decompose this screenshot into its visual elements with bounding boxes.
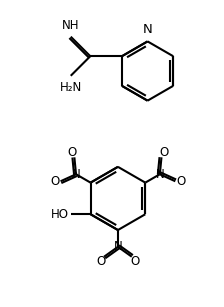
Text: N: N [114,240,122,253]
Text: O: O [67,146,76,159]
Text: N: N [155,168,164,181]
Text: N: N [143,23,152,37]
Text: O: O [130,255,139,268]
Text: O: O [160,146,169,159]
Text: O: O [97,255,106,268]
Text: O: O [177,175,186,188]
Text: N: N [72,168,80,181]
Text: O: O [50,175,59,188]
Text: NH: NH [62,19,80,32]
Text: H₂N: H₂N [60,81,82,94]
Text: HO: HO [51,208,69,221]
